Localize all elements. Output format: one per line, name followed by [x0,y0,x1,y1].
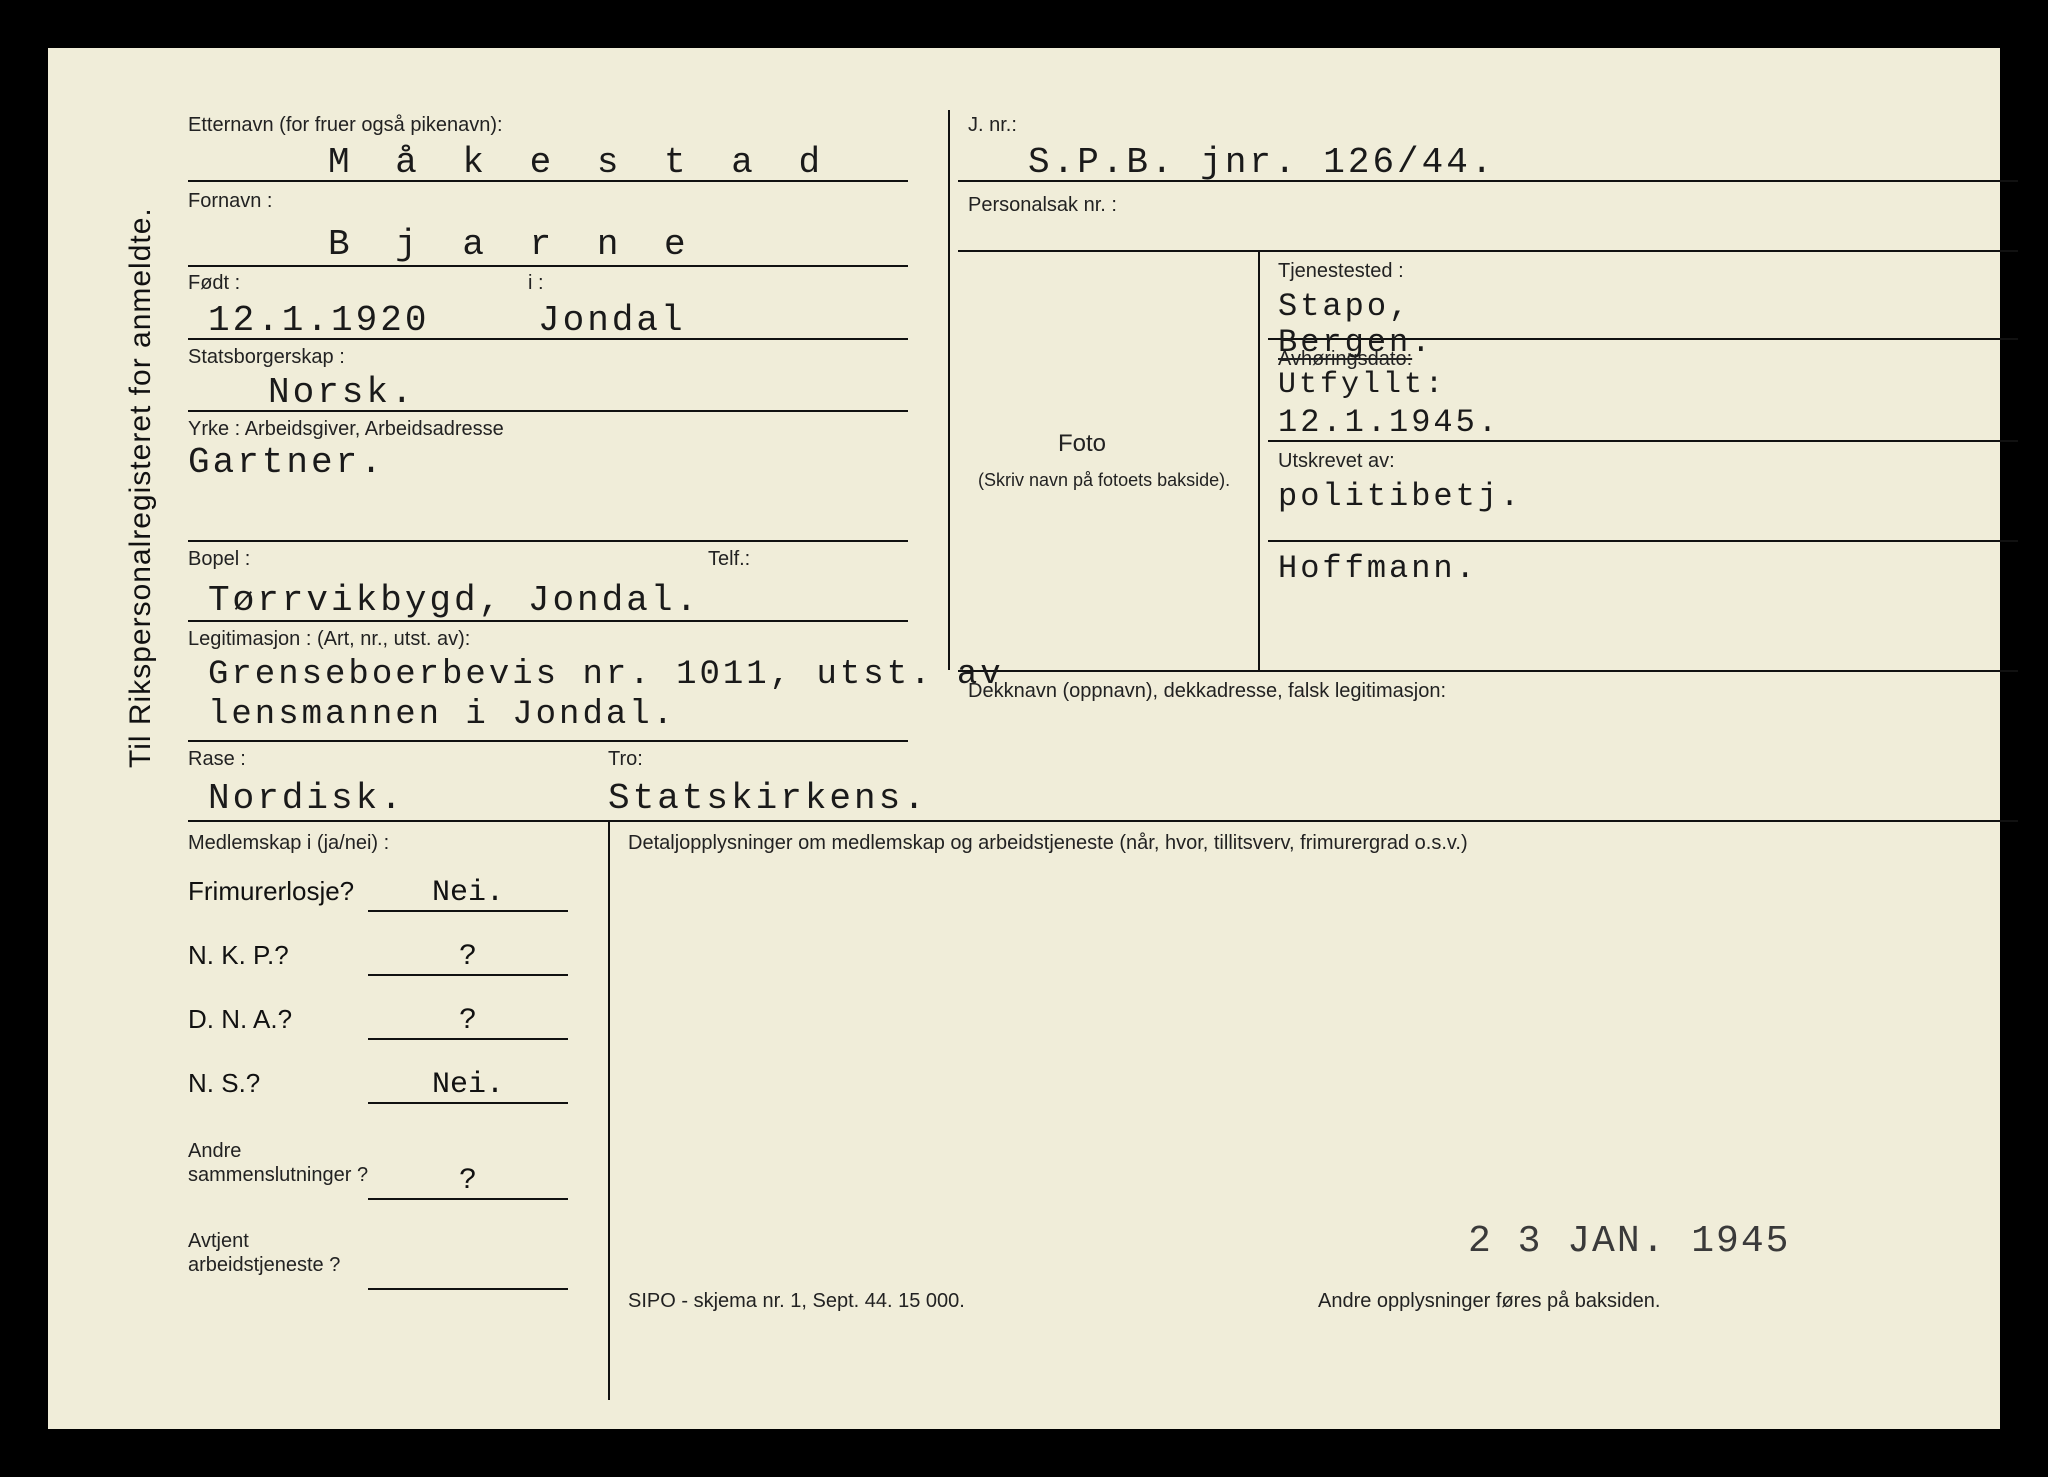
row-nkp: N. K. P.? ? [188,940,568,971]
rule [1268,540,2018,542]
rule [188,540,908,542]
fodt-i-value: Jondal [538,300,686,341]
tro-value: Statskirkens. [608,778,928,819]
membership-header: Medlemskap i (ja/nei) : [188,832,389,855]
etternavn-label: Etternavn (for fruer også pikenavn): [188,114,503,137]
tjenestested-label: Tjenestested : [1278,260,1404,283]
form-id: SIPO - skjema nr. 1, Sept. 44. 15 000. [628,1290,965,1313]
back-note: Andre opplysninger føres på baksiden. [1318,1290,1660,1313]
rule [1258,250,1260,670]
bopel-value: Tørrvikbygd, Jondal. [208,580,700,621]
legit-line2: lensmannen i Jondal. [208,696,676,734]
rule [958,670,2018,672]
yrke-value: Gartner. [188,442,385,483]
telf-label: Telf.: [708,548,750,571]
andre-label: Andre [188,1140,241,1163]
fornavn-label: Fornavn : [188,190,272,213]
arbeidstj-label: Avtjent [188,1230,249,1253]
yrke-label: Yrke : Arbeidsgiver, Arbeidsadresse [188,418,504,441]
vertical-title: Til Rikspersonalregisteret for anmeldte. [124,207,158,768]
legit-label: Legitimasjon : (Art, nr., utst. av): [188,628,470,651]
row-dna: D. N. A.? ? [188,1004,568,1035]
rase-label: Rase : [188,748,246,771]
rule [188,265,908,267]
utskrevet-1: politibetj. [1278,478,1522,515]
utskrevet-label: Utskrevet av: [1278,450,1395,473]
rule [948,110,950,670]
tjenestested-1: Stapo, [1278,288,1411,325]
dekknavn-label: Dekknavn (oppnavn), dekkadresse, falsk l… [968,680,1446,703]
fodt-i-label: i : [528,272,544,295]
rule [188,740,908,742]
date-stamp: 2 3 JAN. 1945 [1468,1220,1790,1263]
etternavn-value: M å k e s t a d [328,142,832,183]
legit-line1: Grenseboerbevis nr. 1011, utst. av [208,656,1004,694]
fodt-label: Født : [188,272,240,295]
details-header: Detaljopplysninger om medlemskap og arbe… [628,832,1468,855]
rase-value: Nordisk. [208,778,405,819]
rule [958,250,2018,252]
form-card: Etternavn (for fruer også pikenavn): M å… [188,120,2018,1400]
row-andre: sammenslutninger ? ? [188,1164,568,1187]
page: Til Rikspersonalregisteret for anmeldte.… [48,48,2000,1429]
fodt-value: 12.1.1920 [208,300,429,341]
avhor-date: 12.1.1945. [1278,404,1500,441]
rule [608,820,610,1400]
rule [188,820,2018,822]
jnr-label: J. nr.: [968,114,1017,137]
utskrevet-2: Hoffmann. [1278,550,1478,587]
row-ns: N. S.? Nei. [188,1068,568,1099]
avhor-typed: Utfyllt: [1278,368,1446,402]
personalsak-label: Personalsak nr. : [968,194,1117,217]
jnr-value: S.P.B. jnr. 126/44. [1028,142,1495,183]
row-frimurer: Frimurerlosje? Nei. [188,876,568,907]
foto-label: Foto [1058,430,1106,458]
statsborger-value: Norsk. [268,372,416,413]
row-arbeidstj: arbeidstjeneste ? [188,1254,568,1277]
tro-label: Tro: [608,748,643,771]
bopel-label: Bopel : [188,548,250,571]
foto-hint: (Skriv navn på fotoets bakside). [978,470,1230,491]
statsborger-label: Statsborgerskap : [188,346,345,369]
fornavn-value: B j a r n e [328,224,698,265]
